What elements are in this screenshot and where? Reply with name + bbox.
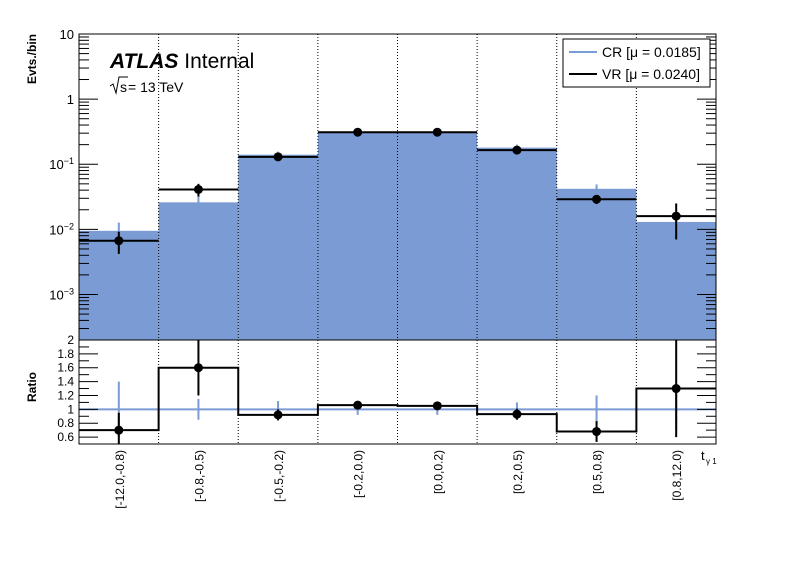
- vr-ratio-point: [273, 410, 283, 420]
- x-tick-label: [0.8,12.0): [670, 450, 684, 501]
- vr-data-point: [273, 152, 283, 162]
- vr-data-point: [512, 145, 522, 155]
- y-tick-label: 10−2: [49, 221, 74, 237]
- vr-data-point: [353, 127, 363, 137]
- x-tick-label: [0.5,0.8): [591, 450, 605, 494]
- atlas-label-status: Internal: [178, 50, 254, 73]
- vr-data-point: [592, 194, 602, 204]
- vr-data-point: [193, 184, 203, 194]
- cr-histogram-bar: [317, 132, 398, 340]
- cr-histogram-bar: [477, 147, 557, 340]
- vr-ratio-point: [432, 401, 442, 411]
- vr-ratio-point: [353, 400, 363, 410]
- x-axis-title: t: [701, 448, 705, 463]
- x-tick-label: [0.2,0.5): [511, 450, 525, 494]
- x-tick-label: [0.0,0.2): [431, 450, 445, 494]
- x-tick-label: [-0.5,-0.2): [272, 450, 286, 502]
- y-axis-title: Evts./bin: [25, 34, 39, 84]
- x-tick-label: [-0.2,0.0): [352, 450, 366, 498]
- cr-histogram-bar: [556, 188, 637, 340]
- energy-label-variable: s: [120, 79, 127, 95]
- ratio-y-tick-label: 1: [67, 402, 74, 416]
- category-labels: [-12.0,-0.8) [-0.8,-0.5) [-0.5,-0.2) [-0.2,…: [113, 450, 684, 509]
- atlas-label-bold: ATLAS: [109, 50, 178, 73]
- vr-data-point: [432, 127, 442, 137]
- vr-data-point: [114, 236, 124, 246]
- y-tick-label: 10−3: [49, 286, 74, 302]
- vr-ratio-point: [512, 409, 522, 419]
- energy-label-value: = 13 TeV: [128, 79, 184, 95]
- ratio-plot-panel: 21.81.61.41.210.80.6 Ratio t γ 1: [25, 333, 717, 466]
- cr-histogram-bar: [158, 202, 239, 340]
- vr-ratio-point: [114, 425, 124, 435]
- legend-box: [562, 38, 711, 88]
- y-tick-label: 10: [60, 27, 74, 42]
- ratio-y-tick-label: 0.6: [57, 430, 74, 444]
- y-tick-label: 10−1: [49, 156, 74, 172]
- y-tick-label: 1: [67, 92, 74, 107]
- ratio-y-tick-label: 1.2: [57, 388, 74, 402]
- ratio-y-tick-label: 1.8: [57, 347, 74, 361]
- vr-ratio-point: [671, 384, 681, 394]
- ratio-y-tick-label: 0.8: [57, 416, 74, 430]
- ratio-plot-frame: [78, 339, 717, 445]
- ratio-y-tick-label: 1.4: [57, 375, 74, 389]
- x-tick-label: [-12.0,-0.8): [113, 450, 127, 509]
- ratio-axis-title: Ratio: [25, 372, 39, 402]
- legend-cr-label: CR [μ = 0.0185]: [602, 44, 701, 60]
- ratio-y-tick-label: 2: [67, 333, 74, 347]
- atlas-label: ATLAS Internal: [109, 50, 254, 73]
- x-tick-label: [-0.8,-0.5): [192, 450, 206, 502]
- x-axis-title-subscript: γ 1: [706, 457, 717, 466]
- legend-vr-label: VR [μ = 0.0240]: [602, 66, 700, 82]
- vr-ratio-point: [193, 363, 203, 373]
- cr-histogram-bar: [636, 221, 716, 340]
- sqrt-symbol: [109, 76, 128, 95]
- vr-ratio-point: [592, 427, 602, 437]
- ratio-y-tick-label: 1.6: [57, 361, 74, 375]
- cr-histogram-bar: [397, 132, 478, 340]
- cr-histogram-bar: [238, 154, 318, 340]
- vr-data-point: [671, 211, 681, 221]
